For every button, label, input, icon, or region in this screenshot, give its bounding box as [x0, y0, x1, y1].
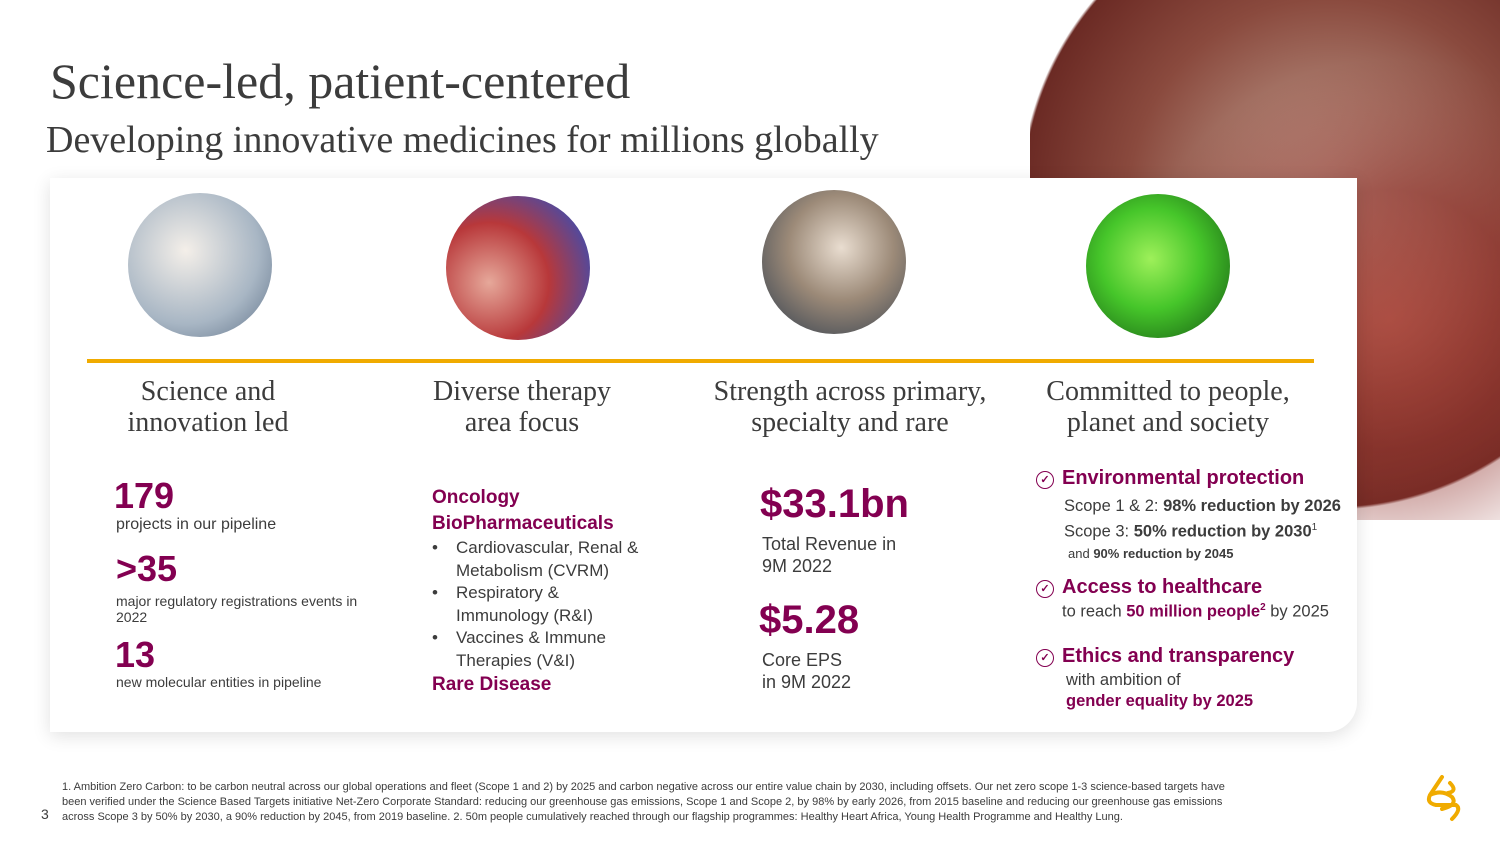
access-heading: ✓ Access to healthcare — [1036, 576, 1262, 599]
therapy-item: Vaccines & Immune Therapies (V&I) — [432, 627, 652, 672]
stat-registrations-label: major regulatory registrations events in… — [116, 593, 358, 625]
revenue-label: Total Revenue in 9M 2022 — [762, 534, 897, 576]
column-title-strength: Strength across primary, specialty and ra… — [713, 376, 987, 438]
stat-pipeline-label: projects in our pipeline — [116, 516, 277, 533]
page-title: Science-led, patient-centered — [50, 53, 631, 109]
eps-label: Core EPS in 9M 2022 — [762, 650, 852, 692]
env-details: Scope 1 & 2: 98% reduction by 2026 Scope… — [1064, 497, 1341, 561]
therapy-list: Cardiovascular, Renal & Metabolism (CVRM… — [432, 537, 652, 672]
therapy-item: Cardiovascular, Renal & Metabolism (CVRM… — [432, 537, 652, 582]
stat-registrations-value: >35 — [116, 548, 178, 589]
rare-disease-label: Rare Disease — [432, 674, 552, 695]
env-heading: ✓ Environmental protection — [1036, 467, 1304, 490]
access-details: to reach 50 million people2 by 2025 — [1062, 602, 1329, 621]
ethics-details: with ambition of gender equality by 2025 — [1066, 671, 1254, 710]
scientists-photo — [128, 193, 272, 337]
eps-value: $5.28 — [759, 598, 860, 642]
revenue-value: $33.1bn — [760, 482, 909, 526]
astrazeneca-logo-icon — [1426, 775, 1461, 821]
ethics-heading: ✓ Ethics and transparency — [1036, 645, 1294, 668]
oncology-label: Oncology — [432, 487, 520, 508]
check-circle-icon: ✓ — [1036, 649, 1054, 667]
column-title-committed: Committed to people, planet and society — [1046, 376, 1290, 438]
column-title-therapy: Diverse therapy area focus — [432, 376, 612, 438]
check-circle-icon: ✓ — [1036, 471, 1054, 489]
patient-photo — [762, 190, 906, 334]
page-subtitle: Developing innovative medicines for mill… — [46, 119, 879, 161]
page-number: 3 — [41, 806, 49, 822]
research-photo — [446, 196, 590, 340]
moss-photo — [1086, 194, 1230, 338]
biopharma-label: BioPharmaceuticals — [432, 513, 614, 534]
footnote: 1. Ambition Zero Carbon: to be carbon ne… — [62, 781, 1225, 823]
therapy-item: Respiratory & Immunology (R&I) — [432, 582, 652, 627]
stat-nme-value: 13 — [115, 634, 156, 675]
check-circle-icon: ✓ — [1036, 580, 1054, 598]
divider-line — [87, 359, 1314, 363]
stat-nme-label: new molecular entities in pipeline — [116, 674, 322, 690]
stat-pipeline-value: 179 — [114, 475, 175, 516]
column-title-science: Science and innovation led — [127, 376, 289, 438]
